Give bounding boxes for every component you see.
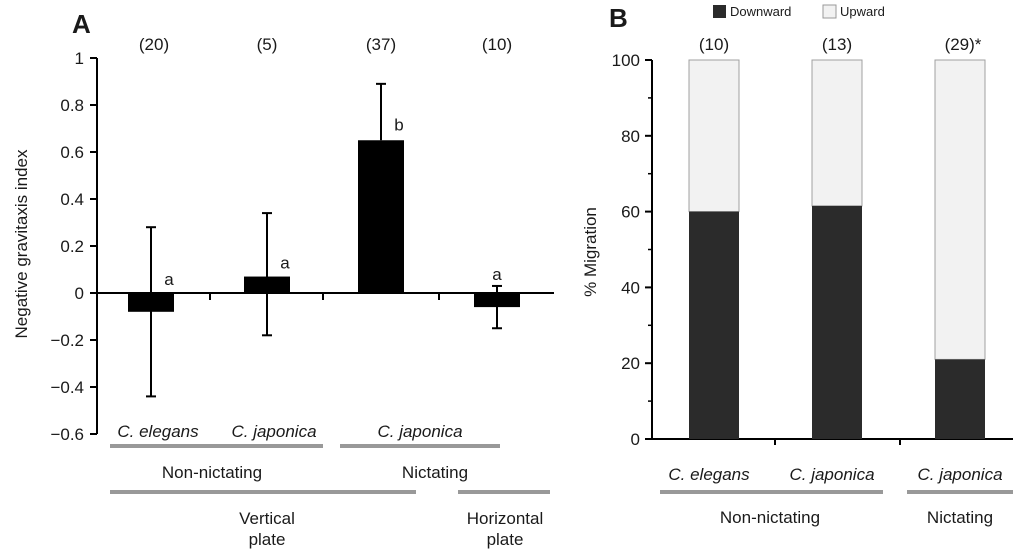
panel-a-y-tick-label: 0.8 [60,96,84,115]
panel-b-y-tick-label: 40 [621,278,640,297]
plate-label-line: plate [487,530,524,549]
panel-a-bars: a a b a [128,82,520,398]
panel-a-y-tick-label: 0.6 [60,143,84,162]
legend-swatch-downward [713,5,726,18]
panel-a-n-label: (20) [139,35,169,54]
panel-a-y-tick-label: −0.6 [50,425,84,444]
panel-b-bar-upward [934,59,986,360]
panel-a: A Negative gravitaxis index −0.6 −0.4 −0.2… [12,9,554,549]
panel-a-y-tick-label: 0.2 [60,237,84,256]
plate-label-line: plate [249,530,286,549]
panel-a-y-tick-label: 0.4 [60,190,84,209]
panel-a-species-label: C. japonica [231,422,316,441]
panel-b-bar-downward [935,359,985,439]
panel-a-vertical-plate-label: Vertical plate [239,509,295,549]
panel-b-y-axis-label: % Migration [581,207,600,297]
panel-a-y-tick-label: −0.4 [50,378,84,397]
panel-a-x-ticks [209,293,440,300]
legend-label-upward: Upward [840,4,885,19]
panel-a-significance-letter: a [280,254,290,273]
panel-a-horizontal-plate-label: Horizontal plate [467,509,544,549]
panel-b-bar-upward [688,59,740,213]
plate-label-line: Vertical [239,509,295,528]
panel-a-y-ticks: −0.6 −0.4 −0.2 0 0.2 0.4 0.6 0.8 1 [50,49,97,444]
panel-a-y-tick-label: 0 [75,284,84,303]
panel-a-y-tick-label: −0.2 [50,331,84,350]
panel-b-x-ticks [774,439,901,445]
panel-a-species-label: C. elegans [117,422,199,441]
panel-a-y-tick-label: 1 [75,49,84,68]
panel-b-n-label: (13) [822,35,852,54]
panel-b-y-ticks: 0 20 40 60 80 100 [612,51,652,449]
panel-b-bar-downward [689,211,739,439]
panel-a-bar [358,140,404,293]
panel-b-species-label: C. japonica [789,465,874,484]
panel-a-group-label-nictating: Nictating [402,463,468,482]
panel-a-letter: A [72,9,91,39]
panel-b-species-label: C. japonica [917,465,1002,484]
plate-label-line: Horizontal [467,509,544,528]
legend-label-downward: Downward [730,4,791,19]
panel-b-y-tick-label: 20 [621,354,640,373]
panel-b-group-label-nictating: Nictating [927,508,993,527]
panel-a-significance-letter: a [164,270,174,289]
panel-b-group-label-non-nictating: Non-nictating [720,508,820,527]
panel-b-legend: Downward Upward [713,4,885,19]
panel-a-significance-letter: b [394,115,403,134]
panel-b-y-tick-label: 60 [621,203,640,222]
legend-swatch-upward [822,4,837,19]
panel-b-letter: B [609,3,628,33]
panel-a-n-label: (5) [257,35,278,54]
panel-b-bar-downward [812,205,862,439]
panel-a-n-label: (10) [482,35,512,54]
panel-a-n-label: (37) [366,35,396,54]
panel-b-y-tick-label: 0 [631,430,640,449]
panel-a-sample-sizes: (20) (5) (37) (10) [139,35,512,54]
panel-a-group-label-non-nictating: Non-nictating [162,463,262,482]
panel-a-significance-letter: a [492,265,502,284]
panel-b-bar-upward [811,59,863,207]
panel-b: B Downward Upward % Migration 0 20 40 60 80 1… [581,3,1013,527]
panel-a-species-label: C. japonica [377,422,462,441]
panel-b-n-label: (29)* [945,35,982,54]
panel-b-species-label: C. elegans [668,465,750,484]
panel-b-y-tick-label: 80 [621,127,640,146]
panel-b-n-label: (10) [699,35,729,54]
panel-b-y-tick-label: 100 [612,51,640,70]
panel-b-bars [688,59,986,439]
panel-a-y-axis-label: Negative gravitaxis index [12,149,31,338]
